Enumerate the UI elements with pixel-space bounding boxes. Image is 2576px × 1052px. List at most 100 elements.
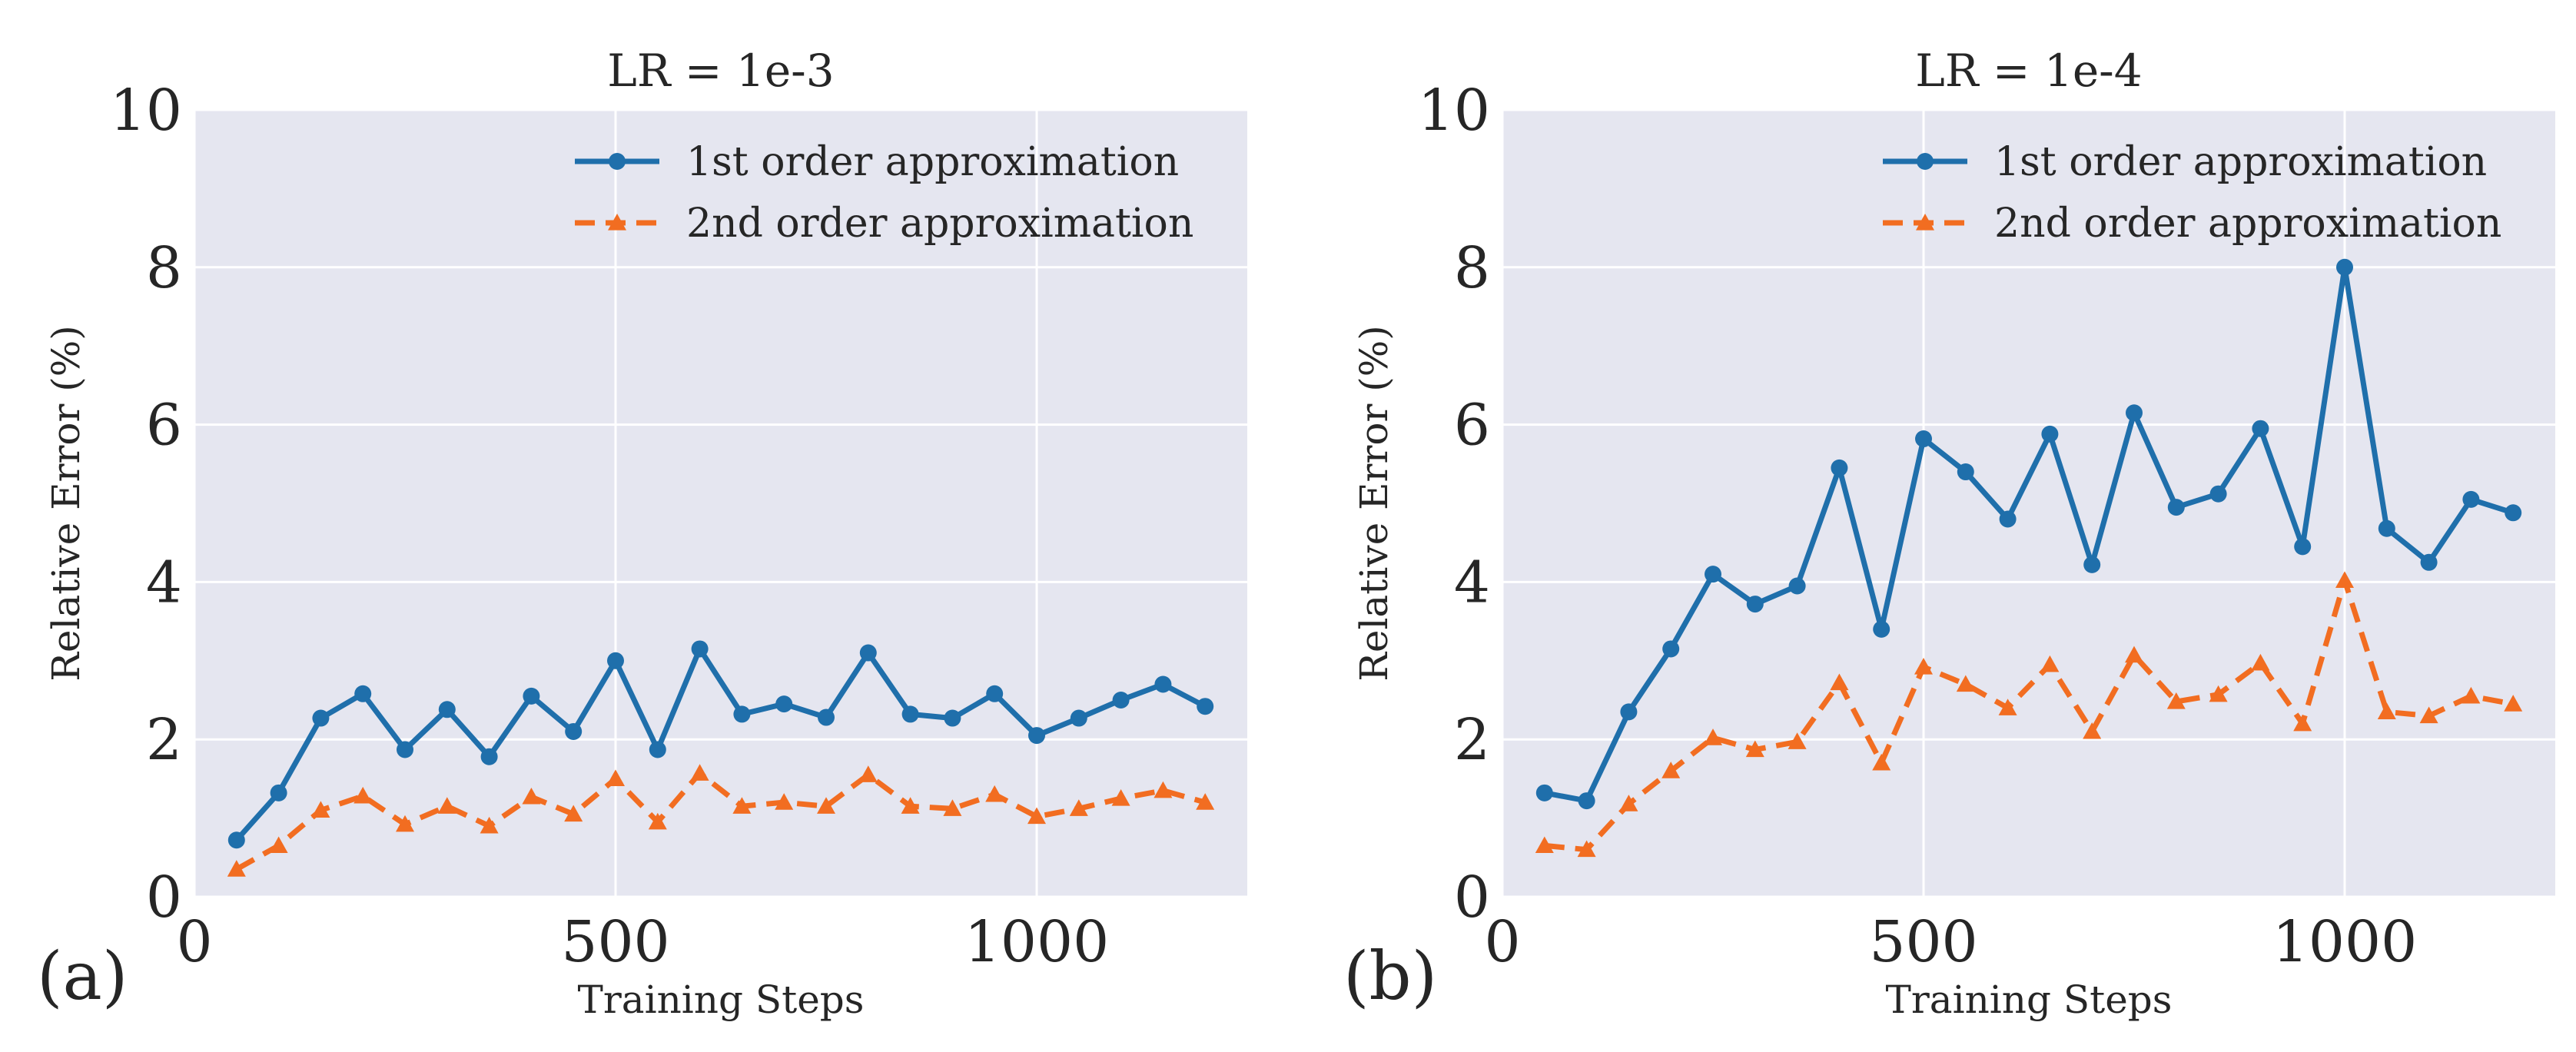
x-tick-label: 500 bbox=[1869, 909, 1977, 975]
data-point bbox=[1957, 463, 1974, 481]
data-point bbox=[269, 836, 288, 854]
legend-label: 2nd order approximation bbox=[686, 201, 1193, 247]
y-tick-label: 0 bbox=[146, 864, 182, 931]
series-second-order bbox=[227, 764, 1215, 877]
data-point bbox=[1914, 657, 1933, 675]
legend: 1st order approximation 2nd order approxi… bbox=[575, 139, 1193, 247]
y-tick-label: 2 bbox=[1454, 707, 1490, 773]
data-point bbox=[270, 784, 287, 801]
data-point bbox=[396, 815, 414, 832]
panel-letter: (a) bbox=[37, 938, 128, 1015]
data-point bbox=[901, 705, 919, 723]
data-point bbox=[858, 765, 878, 782]
data-point bbox=[1070, 709, 1087, 727]
data-point bbox=[2420, 553, 2438, 571]
data-point bbox=[1788, 577, 1806, 595]
data-point bbox=[944, 709, 961, 727]
data-point bbox=[1577, 840, 1596, 858]
data-point bbox=[2209, 685, 2228, 702]
data-point bbox=[2293, 714, 2312, 732]
data-point bbox=[2251, 653, 2270, 671]
data-point bbox=[1196, 793, 1215, 810]
data-point bbox=[311, 801, 330, 818]
x-tick-label: 0 bbox=[176, 909, 212, 975]
panel-letter: (b) bbox=[1343, 938, 1437, 1015]
data-point bbox=[648, 812, 667, 830]
y-tick-label: 8 bbox=[146, 235, 182, 301]
data-point bbox=[2083, 556, 2101, 573]
data-point bbox=[1661, 762, 1681, 778]
data-point bbox=[607, 652, 624, 669]
x-axis-label: Training Steps bbox=[1886, 977, 2173, 1022]
data-point bbox=[2378, 519, 2395, 537]
data-point bbox=[437, 797, 456, 814]
data-point bbox=[397, 741, 413, 758]
y-tick-label: 2 bbox=[146, 707, 182, 773]
data-point bbox=[1915, 430, 1932, 448]
data-point bbox=[2166, 692, 2186, 709]
data-point bbox=[480, 816, 499, 834]
x-tick-label: 1000 bbox=[2272, 909, 2417, 975]
data-point bbox=[480, 748, 498, 765]
data-point bbox=[1578, 792, 1595, 810]
data-point bbox=[901, 797, 920, 814]
data-point bbox=[985, 785, 1004, 802]
data-point bbox=[438, 701, 456, 718]
y-tick-label: 6 bbox=[146, 393, 182, 459]
data-point bbox=[606, 769, 625, 786]
chart-title: LR = 1e-4 bbox=[1915, 45, 2142, 97]
legend-marker bbox=[1916, 214, 1934, 231]
data-point bbox=[354, 786, 373, 804]
data-point bbox=[775, 695, 793, 713]
y-tick-label: 6 bbox=[1454, 393, 1490, 459]
x-tick-label: 0 bbox=[1484, 909, 1520, 975]
data-point bbox=[2294, 538, 2312, 556]
data-point bbox=[2209, 485, 2227, 503]
y-tick-label: 4 bbox=[146, 549, 182, 616]
data-point bbox=[1873, 620, 1891, 638]
chart-panel-b: 0 2 4 6 8 10 0 500 1000 LR = 1e-4 Training Steps Re… bbox=[1343, 45, 2555, 1022]
data-point bbox=[1831, 459, 1848, 476]
data-point bbox=[1028, 727, 1045, 745]
data-point bbox=[1999, 510, 2017, 528]
data-point bbox=[986, 685, 1004, 702]
data-point bbox=[522, 787, 541, 805]
data-point bbox=[1620, 703, 1638, 721]
y-axis-label: Relative Error (%) bbox=[44, 325, 88, 682]
data-point bbox=[1111, 789, 1130, 806]
legend-marker bbox=[609, 153, 626, 170]
data-point bbox=[2167, 499, 2185, 516]
data-point bbox=[733, 705, 751, 723]
data-point bbox=[649, 741, 666, 758]
series-line bbox=[235, 770, 1207, 872]
y-tick-label: 4 bbox=[1454, 549, 1490, 616]
data-point bbox=[312, 709, 330, 727]
x-axis-label: Training Steps bbox=[578, 977, 865, 1022]
legend-marker bbox=[1917, 153, 1934, 170]
data-point bbox=[564, 805, 583, 822]
x-tick-label: 500 bbox=[561, 909, 669, 975]
data-point bbox=[1662, 640, 1680, 658]
data-point bbox=[2504, 695, 2523, 712]
data-point bbox=[523, 687, 540, 705]
series-line bbox=[1544, 264, 2515, 804]
data-point bbox=[1745, 740, 1764, 758]
data-point bbox=[2041, 425, 2059, 443]
y-axis-label: Relative Error (%) bbox=[1352, 325, 1396, 682]
y-tick-label: 10 bbox=[110, 78, 182, 144]
legend-label: 1st order approximation bbox=[1994, 139, 2487, 185]
data-point bbox=[1112, 692, 1130, 709]
data-point bbox=[818, 709, 835, 726]
data-point bbox=[2040, 655, 2060, 672]
data-point bbox=[691, 640, 709, 658]
data-point bbox=[732, 797, 752, 814]
data-point bbox=[227, 831, 245, 849]
data-point bbox=[1998, 699, 2017, 715]
data-point bbox=[943, 799, 962, 816]
data-point bbox=[1535, 836, 1554, 854]
data-point bbox=[2462, 490, 2480, 508]
data-point bbox=[859, 644, 877, 662]
plot-area bbox=[194, 110, 1247, 897]
